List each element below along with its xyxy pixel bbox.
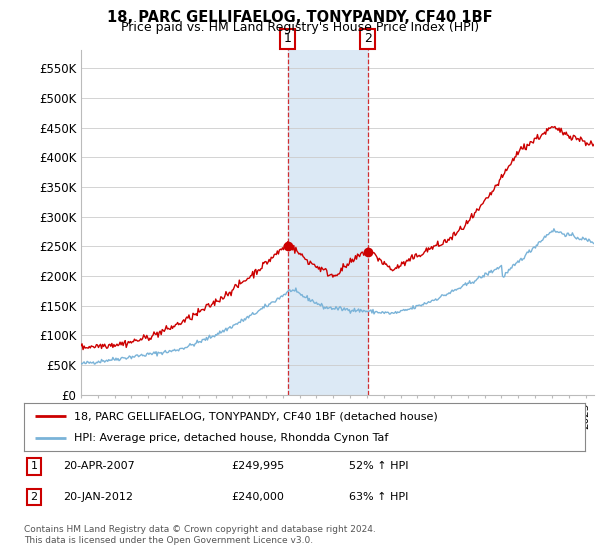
Text: 1: 1: [31, 461, 38, 472]
Bar: [288, 50, 368, 395]
Text: £249,995: £249,995: [232, 461, 285, 472]
Text: Contains HM Land Registry data © Crown copyright and database right 2024.: Contains HM Land Registry data © Crown c…: [24, 525, 376, 534]
Text: 20-JAN-2012: 20-JAN-2012: [63, 492, 133, 502]
Text: This data is licensed under the Open Government Licence v3.0.: This data is licensed under the Open Gov…: [24, 536, 313, 545]
Text: 2: 2: [364, 32, 372, 45]
Text: 18, PARC GELLIFAELOG, TONYPANDY, CF40 1BF (detached house): 18, PARC GELLIFAELOG, TONYPANDY, CF40 1B…: [74, 411, 438, 421]
Text: 1: 1: [284, 32, 292, 45]
Text: 2: 2: [31, 492, 38, 502]
Text: 20-APR-2007: 20-APR-2007: [63, 461, 135, 472]
Text: 18, PARC GELLIFAELOG, TONYPANDY, CF40 1BF: 18, PARC GELLIFAELOG, TONYPANDY, CF40 1B…: [107, 10, 493, 25]
Text: 63% ↑ HPI: 63% ↑ HPI: [349, 492, 409, 502]
Text: 52% ↑ HPI: 52% ↑ HPI: [349, 461, 409, 472]
Text: £240,000: £240,000: [232, 492, 284, 502]
Text: Price paid vs. HM Land Registry's House Price Index (HPI): Price paid vs. HM Land Registry's House …: [121, 21, 479, 34]
Text: HPI: Average price, detached house, Rhondda Cynon Taf: HPI: Average price, detached house, Rhon…: [74, 433, 389, 443]
